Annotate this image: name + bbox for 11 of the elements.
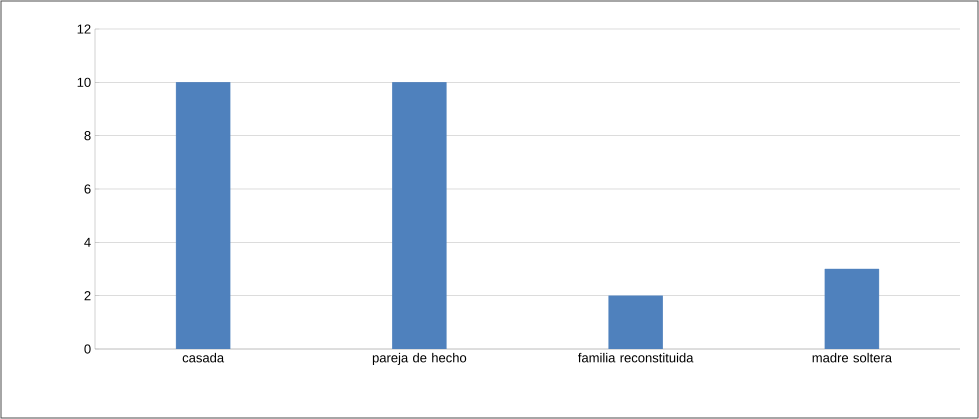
x-tick-label: madre soltera <box>812 352 892 362</box>
y-tick-label: 2 <box>84 291 90 300</box>
y-tick-label: 0 <box>84 344 91 354</box>
x-tick-label: familia reconstituida <box>578 352 694 362</box>
x-tick-label: casada <box>182 352 224 362</box>
y-tick-label: 8 <box>84 131 91 140</box>
x-tick-label: pareja de hecho <box>372 352 466 365</box>
y-tick-label: 6 <box>84 184 91 194</box>
y-tick-label: 12 <box>78 24 90 34</box>
y-tick-label: 4 <box>84 238 91 247</box>
y-tick-label: 10 <box>78 78 91 87</box>
